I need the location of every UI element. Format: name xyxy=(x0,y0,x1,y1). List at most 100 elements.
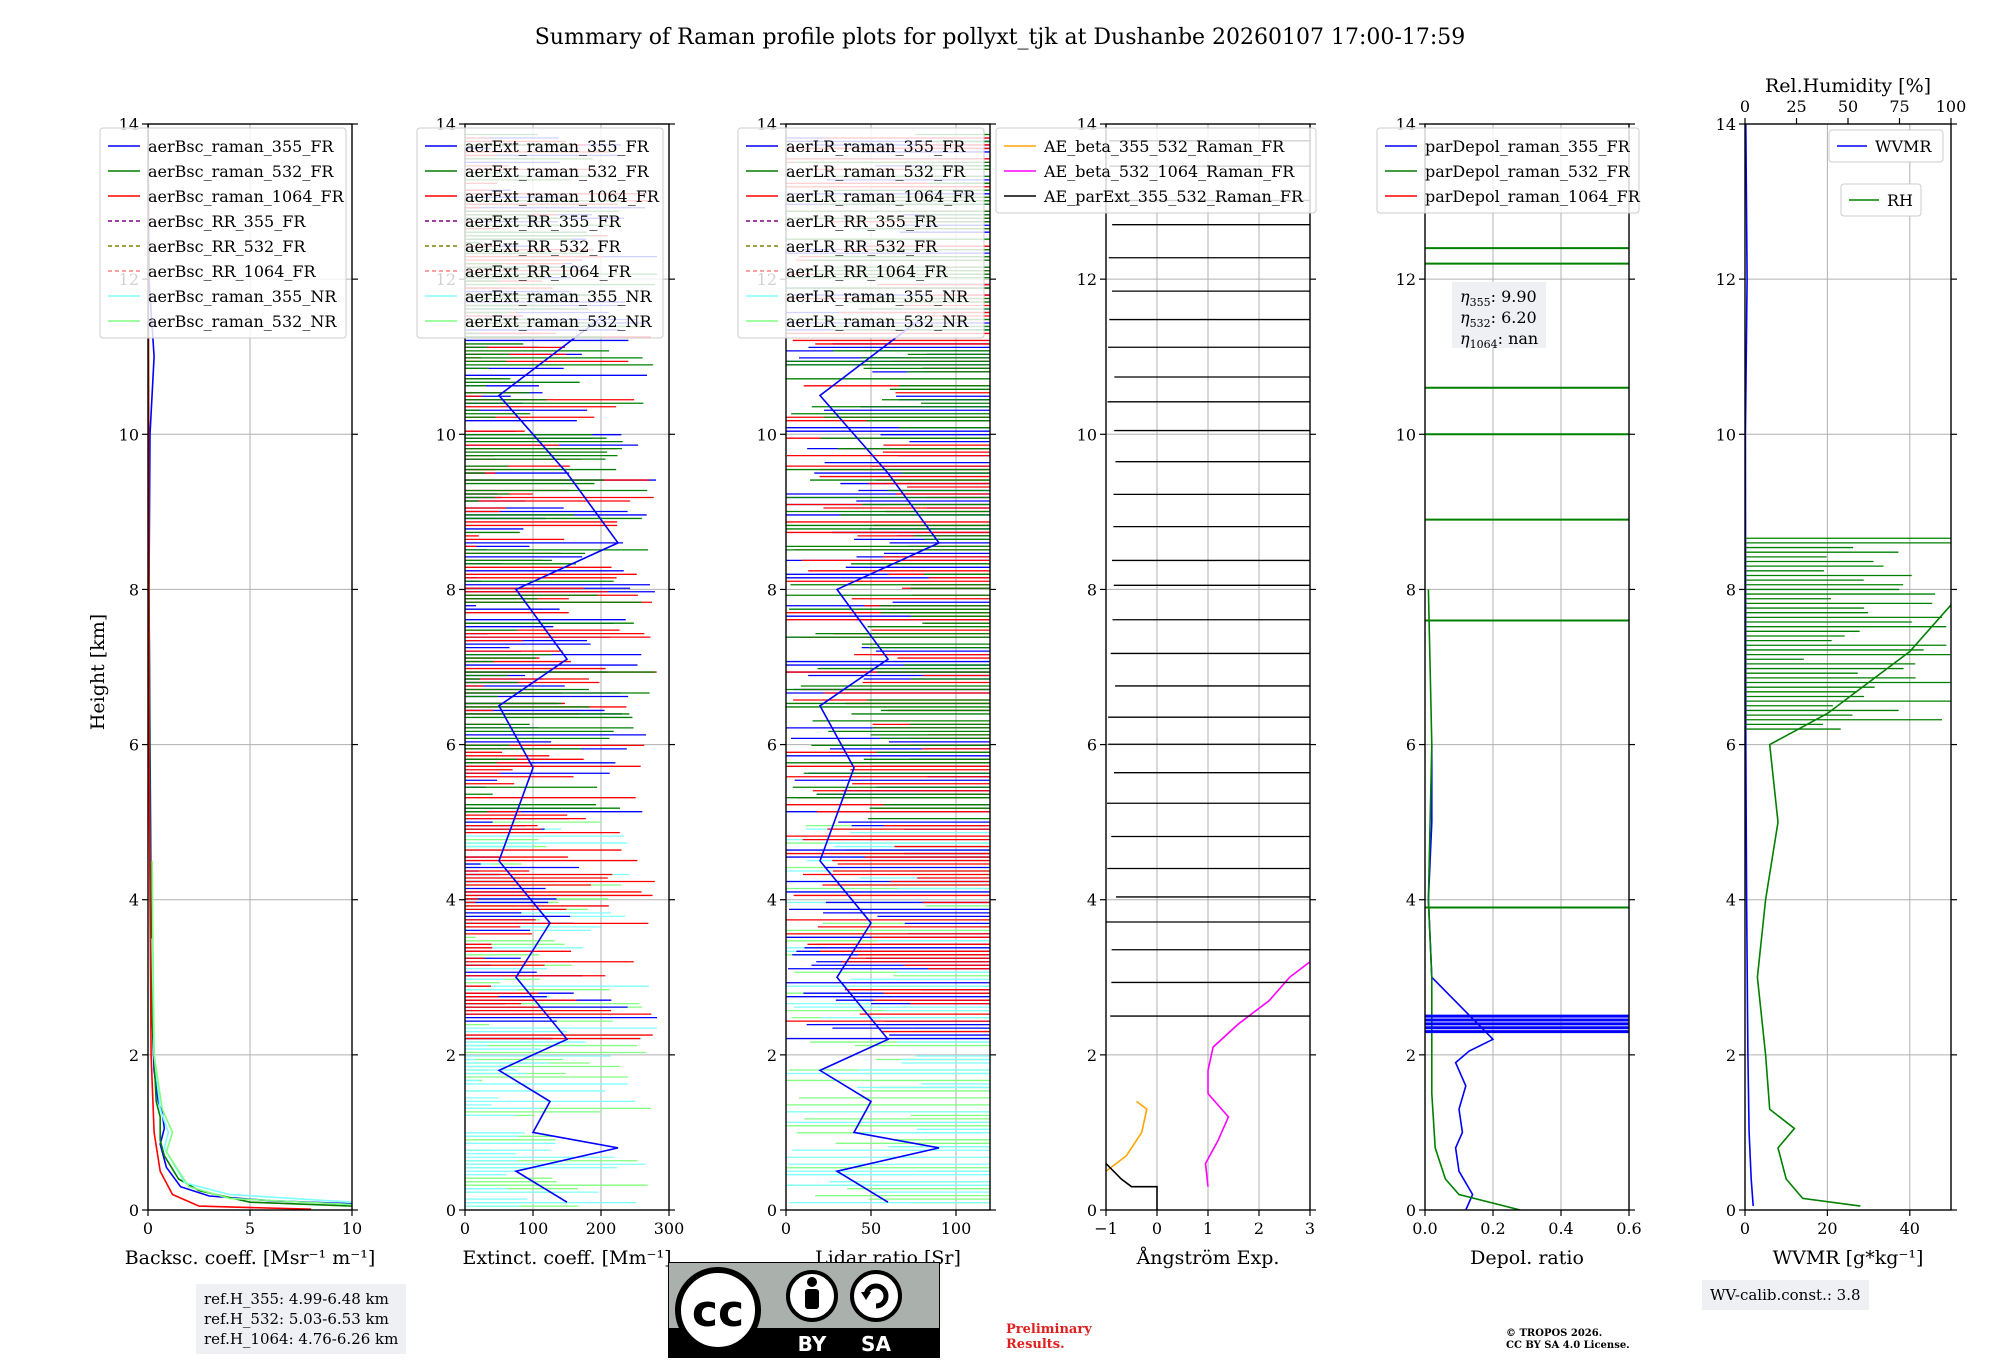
legend-box xyxy=(1376,127,1640,214)
chart-panel-ext: 010020030002468101214Extinct. coeff. [Mm… xyxy=(416,115,684,1269)
top-x-tick-label: 50 xyxy=(1838,97,1858,116)
top-x-tick-label: 75 xyxy=(1889,97,1909,116)
y-tick-label: 10 xyxy=(1716,425,1736,444)
y-tick-label: 10 xyxy=(1077,425,1097,444)
y-tick-label: 0 xyxy=(1406,1201,1416,1220)
legend-label: parDepol_raman_355_FR xyxy=(1425,137,1631,156)
series-line-parDepol_raman_355_FR xyxy=(1427,744,1495,1210)
legend-label: aerBsc_raman_1064_FR xyxy=(148,187,345,206)
y-axis-label: Height [km] xyxy=(87,614,109,730)
cc-mark: cc xyxy=(692,1286,744,1337)
x-tick-label: 0.0 xyxy=(1412,1219,1437,1238)
panels: 051002468101214Backsc. coeff. [Msr⁻¹ m⁻¹… xyxy=(99,75,1967,1269)
chart-panel-bsc: 051002468101214Backsc. coeff. [Msr⁻¹ m⁻¹… xyxy=(99,115,375,1269)
top-x-tick-label: 25 xyxy=(1786,97,1806,116)
y-tick-label: 2 xyxy=(1087,1046,1097,1065)
legend-label: aerExt_RR_355_FR xyxy=(465,212,622,231)
legend-label: aerBsc_raman_355_FR xyxy=(148,137,334,156)
legend-box xyxy=(995,127,1317,214)
axes-frame xyxy=(785,123,991,1211)
y-tick-label: 4 xyxy=(1726,891,1736,910)
figure-title: Summary of Raman profile plots for polly… xyxy=(535,25,1466,50)
y-tick-label: 2 xyxy=(767,1046,777,1065)
preliminary-line-2: Results. xyxy=(1006,1337,1065,1352)
top-x-tick-label: 0 xyxy=(1740,97,1750,116)
copyright-line-1: © TROPOS 2026. xyxy=(1506,1328,1603,1339)
legend-box xyxy=(99,127,347,339)
series-line-aerBsc_raman_355_NR xyxy=(151,938,352,1203)
wv-calibration-box: WV-calib.const.: 3.8 xyxy=(1702,1280,1869,1310)
legend-label: AE_beta_355_532_Raman_FR xyxy=(1043,137,1285,156)
y-tick-label: 10 xyxy=(757,425,777,444)
x-tick-label: 0 xyxy=(1740,1219,1750,1238)
x-tick-label: 5 xyxy=(245,1219,255,1238)
eta-355: η355: 9.90 xyxy=(1460,287,1537,309)
legend-label: aerBsc_raman_532_FR xyxy=(148,162,334,181)
x-axis-label: Extinct. coeff. [Mm⁻¹] xyxy=(462,1247,671,1269)
y-tick-label: 2 xyxy=(1726,1046,1736,1065)
legend-box xyxy=(416,127,664,339)
legend-label: aerLR_raman_532_NR xyxy=(786,312,969,331)
data-layer xyxy=(1745,124,1951,1207)
y-tick-label: 2 xyxy=(1406,1046,1416,1065)
ref-height-355: ref.H_355: 4.99-6.48 km xyxy=(204,1290,389,1308)
chart-panel-wv: 0 20 40 0 2 4 6 8 10 12 14 WVMR [g*kg⁻¹] 0 25 50 75 100 R… xyxy=(1716,75,1967,1269)
cc-by-sa-logo: cc BY SA xyxy=(668,1262,940,1358)
legend-label: aerLR_raman_532_FR xyxy=(786,162,966,181)
x-axis-label: Ångström Exp. xyxy=(1136,1247,1280,1269)
y-tick-label: 6 xyxy=(1726,736,1736,755)
y-tick-label: 0 xyxy=(446,1201,456,1220)
y-tick-label: 12 xyxy=(1077,270,1097,289)
y-tick-label: 6 xyxy=(1087,736,1097,755)
legend-label: aerLR_RR_1064_FR xyxy=(786,262,948,281)
x-tick-label: 100 xyxy=(941,1219,972,1238)
legend-label: aerExt_raman_532_FR xyxy=(465,162,650,181)
series-line-aerBsc_raman_532_NR xyxy=(151,860,352,1206)
x-tick-label: 50 xyxy=(861,1219,881,1238)
y-tick-label: 10 xyxy=(436,425,456,444)
legend-label: AE_beta_532_1064_Raman_FR xyxy=(1043,162,1295,181)
legend-box xyxy=(737,127,985,339)
data-layer xyxy=(465,133,658,1207)
y-tick-label: 6 xyxy=(767,736,777,755)
y-tick-label: 8 xyxy=(129,580,139,599)
x-tick-label: 3 xyxy=(1305,1219,1315,1238)
x-tick-label: 20 xyxy=(1817,1219,1837,1238)
ref-height-532: ref.H_532: 5.03-6.53 km xyxy=(204,1310,389,1328)
y-tick-label: 8 xyxy=(1726,580,1736,599)
legend-label: parDepol_raman_1064_FR xyxy=(1425,187,1641,206)
eta-annotation: η355: 9.90 η532: 6.20 η1064: nan xyxy=(1452,282,1546,351)
x-tick-label: 0 xyxy=(143,1219,153,1238)
chart-panel-lr: 05010002468101214Lidar ratio [Sr]aerLR_r… xyxy=(737,115,996,1269)
y-tick-label: 2 xyxy=(129,1046,139,1065)
series-line-parDepol_raman_532_FR xyxy=(1427,589,1521,1210)
series-line-AE_parExt_355_532_Raman_FR xyxy=(1106,1162,1158,1210)
legend-label: aerExt_RR_1064_FR xyxy=(465,262,632,281)
top-x-axis-label: Rel.Humidity [%] xyxy=(1765,75,1931,97)
axes-frame xyxy=(1744,123,1952,1211)
y-tick-label: 10 xyxy=(119,425,139,444)
legend-label: aerLR_raman_1064_FR xyxy=(786,187,976,206)
legend-label: aerExt_raman_532_NR xyxy=(465,312,653,331)
legend-label: AE_parExt_355_532_Raman_FR xyxy=(1043,187,1304,206)
legend-label: aerLR_raman_355_FR xyxy=(786,137,966,156)
by-label: BY xyxy=(798,1332,827,1356)
legend-label: RH xyxy=(1887,191,1913,210)
legend-label: aerLR_RR_532_FR xyxy=(786,237,938,256)
x-tick-label: 0.4 xyxy=(1548,1219,1573,1238)
y-tick-label: 4 xyxy=(1406,891,1416,910)
y-tick-label: 6 xyxy=(1406,736,1416,755)
share-alike-icon xyxy=(850,1270,902,1322)
legend-label: parDepol_raman_532_FR xyxy=(1425,162,1631,181)
sa-label: SA xyxy=(861,1332,891,1356)
x-tick-label: 200 xyxy=(586,1219,617,1238)
y-tick-label: 8 xyxy=(1406,580,1416,599)
series-line-AE_beta_355_532_Raman_FR xyxy=(1106,1100,1148,1172)
x-tick-label: 0 xyxy=(781,1219,791,1238)
x-tick-label: 10 xyxy=(342,1219,362,1238)
x-tick-label: 40 xyxy=(1900,1219,1920,1238)
x-axis-label: Depol. ratio xyxy=(1470,1247,1584,1269)
x-tick-label: 0.2 xyxy=(1480,1219,1505,1238)
wv-calibration-constant: WV-calib.const.: 3.8 xyxy=(1710,1286,1861,1304)
